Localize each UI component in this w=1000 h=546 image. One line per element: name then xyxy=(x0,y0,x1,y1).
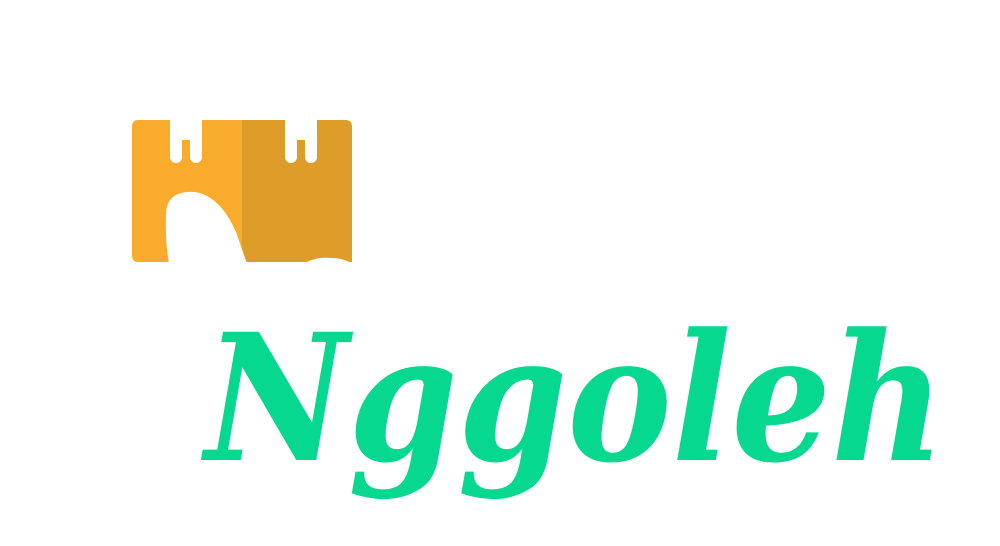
tower-right-half xyxy=(242,120,352,262)
wordmark-text: Nggoleh xyxy=(201,295,945,502)
wordmark-group: Nggoleh xyxy=(201,295,945,502)
pointing-hand-icon xyxy=(165,191,252,337)
castle-tower-icon xyxy=(132,120,352,338)
tower-notch xyxy=(172,120,180,157)
tower-notch xyxy=(287,120,295,157)
